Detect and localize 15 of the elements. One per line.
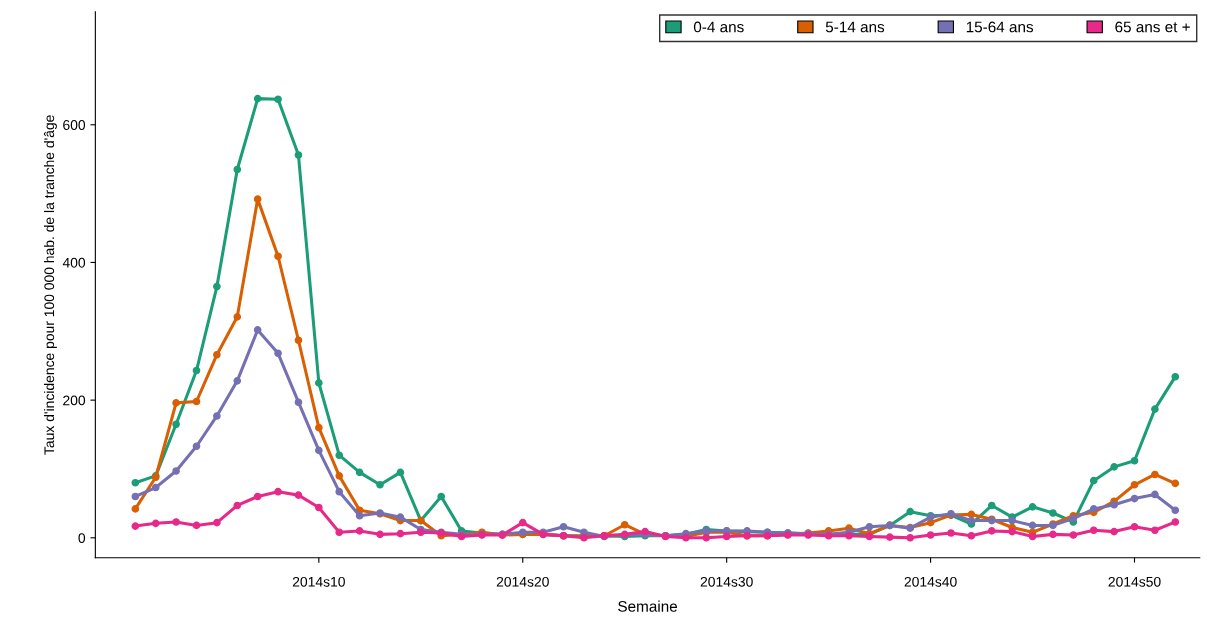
legend-label: 15-64 ans: [966, 21, 1034, 33]
x-tick-label: 2014s50: [1108, 576, 1161, 587]
y-tick-label: 400: [62, 257, 86, 268]
x-tick-label: 2014s20: [496, 576, 549, 587]
y-tick-label: 200: [63, 395, 86, 406]
x-tick-label: 2014s10: [292, 576, 345, 587]
legend-label: 0-4 ans: [693, 21, 744, 33]
x-tick-label: 2014s40: [904, 576, 957, 587]
y-tick-label: 600: [63, 120, 86, 130]
x-tick-label: 2014s30: [700, 576, 753, 587]
legend-label: 65 ans et +: [1115, 21, 1190, 33]
y-tick-label: 0: [78, 533, 86, 543]
legend-label: 5-14 ans: [825, 21, 885, 33]
y-axis-title: Taux d'incidence pour 100 000 hab. de la tranche d'âge: [43, 115, 57, 455]
x-axis-title: Semaine: [618, 600, 678, 612]
